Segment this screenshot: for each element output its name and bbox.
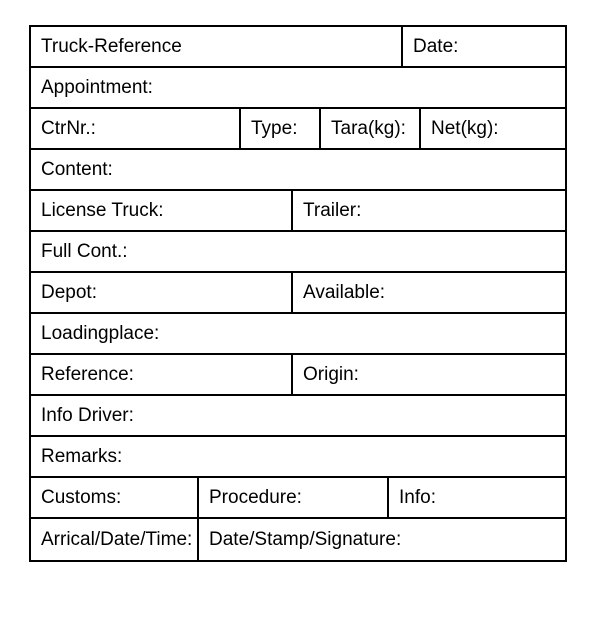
cell-available: Available: xyxy=(293,273,565,312)
cell-procedure: Procedure: xyxy=(199,478,389,517)
row-license-trailer: License Truck: Trailer: xyxy=(31,191,565,232)
row-arrival-signature: Arrical/Date/Time: Date/Stamp/Signature: xyxy=(31,519,565,560)
row-customs-procedure-info: Customs: Procedure: Info: xyxy=(31,478,565,519)
cell-full-cont: Full Cont.: xyxy=(31,232,565,271)
row-info-driver: Info Driver: xyxy=(31,396,565,437)
cell-trailer: Trailer: xyxy=(293,191,565,230)
cell-depot: Depot: xyxy=(31,273,293,312)
cell-date: Date: xyxy=(403,27,565,66)
cell-info-driver: Info Driver: xyxy=(31,396,565,435)
cell-truck-reference: Truck-Reference xyxy=(31,27,403,66)
row-loadingplace: Loadingplace: xyxy=(31,314,565,355)
row-content: Content: xyxy=(31,150,565,191)
cell-loadingplace: Loadingplace: xyxy=(31,314,565,353)
cell-appointment: Appointment: xyxy=(31,68,565,107)
row-remarks: Remarks: xyxy=(31,437,565,478)
cell-date-stamp-signature: Date/Stamp/Signature: xyxy=(199,519,565,560)
cell-content: Content: xyxy=(31,150,565,189)
cell-origin: Origin: xyxy=(293,355,565,394)
cell-reference: Reference: xyxy=(31,355,293,394)
cell-type: Type: xyxy=(241,109,321,148)
row-appointment: Appointment: xyxy=(31,68,565,109)
row-full-cont: Full Cont.: xyxy=(31,232,565,273)
row-depot-available: Depot: Available: xyxy=(31,273,565,314)
truck-reference-form: Truck-Reference Date: Appointment: CtrNr… xyxy=(29,25,567,562)
row-truck-ref-date: Truck-Reference Date: xyxy=(31,27,565,68)
cell-remarks: Remarks: xyxy=(31,437,565,476)
cell-license-truck: License Truck: xyxy=(31,191,293,230)
row-reference-origin: Reference: Origin: xyxy=(31,355,565,396)
cell-ctrnr: CtrNr.: xyxy=(31,109,241,148)
cell-arrival-date-time: Arrical/Date/Time: xyxy=(31,519,199,560)
cell-customs: Customs: xyxy=(31,478,199,517)
row-ctr-type-tara-net: CtrNr.: Type: Tara(kg): Net(kg): xyxy=(31,109,565,150)
cell-net: Net(kg): xyxy=(421,109,565,148)
cell-info: Info: xyxy=(389,478,565,517)
cell-tara: Tara(kg): xyxy=(321,109,421,148)
